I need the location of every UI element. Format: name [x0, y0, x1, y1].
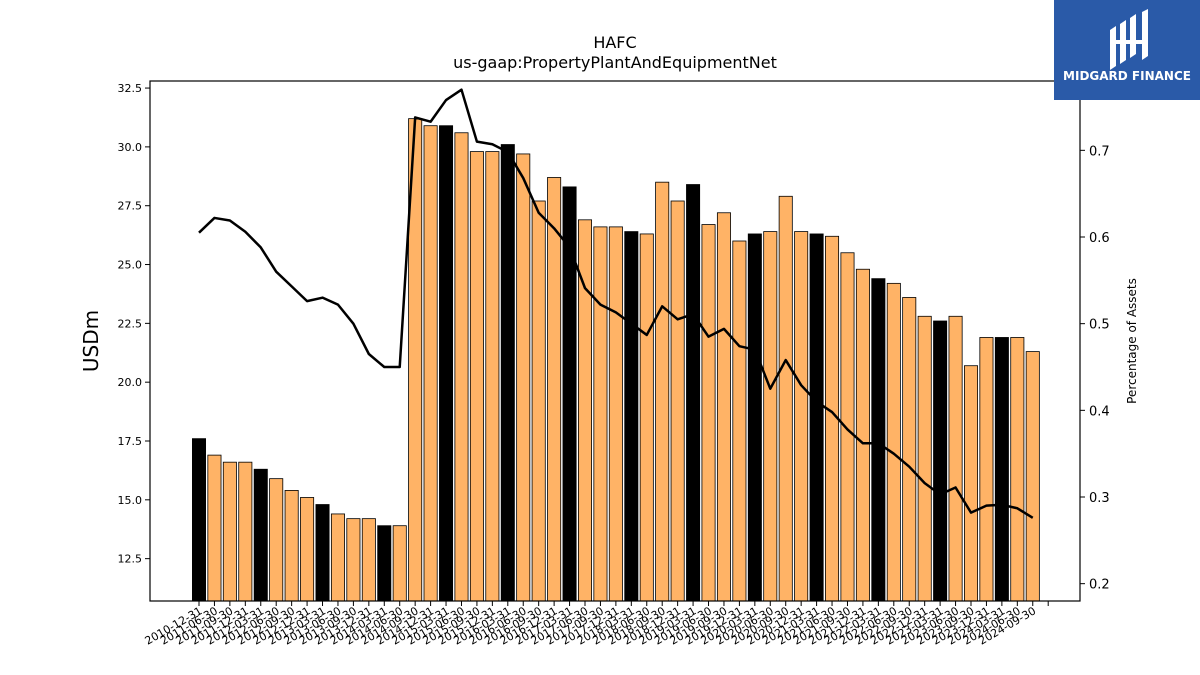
- y-axis-right: 0.2 0.3 0.4 0.5 0.6 0.7: [1080, 144, 1110, 593]
- y2-tick-label: 0.6: [1089, 231, 1110, 246]
- bar-2011-09-30: [238, 461, 253, 602]
- bar-2013-03-31: [330, 513, 345, 602]
- bar-2022-09-30: [917, 315, 932, 602]
- y-tick-label: 25.0: [118, 259, 143, 272]
- logo-text: MIDGARD FINANCE: [1063, 69, 1191, 83]
- bar-2020-03-31: [763, 231, 778, 602]
- bar-2021-06-30: [840, 252, 855, 602]
- bar-2014-12-31: [439, 125, 454, 602]
- bar-2012-06-30: [284, 490, 299, 602]
- bar-2019-09-30: [732, 240, 747, 602]
- bar-2023-06-30: [964, 365, 979, 602]
- bar-2023-03-31: [948, 315, 963, 602]
- y-tick-label: 20.0: [118, 376, 143, 389]
- y2-tick-label: 0.5: [1089, 318, 1110, 333]
- y2-tick-label: 0.3: [1089, 491, 1110, 506]
- y2-axis-label: Percentage of Assets: [1125, 278, 1139, 404]
- bar-2014-09-30: [423, 125, 438, 602]
- bar-2011-06-30: [222, 461, 237, 602]
- x-axis: 2010-12-312011-06-302011-09-302011-12-31…: [143, 601, 1049, 648]
- bar-2016-06-30: [531, 200, 546, 602]
- chart-title: HAFC: [593, 33, 636, 52]
- bar-2012-12-31: [315, 504, 330, 602]
- y-tick-label: 22.5: [118, 317, 143, 330]
- bar-2018-12-31: [686, 184, 701, 602]
- y2-tick-label: 0.4: [1089, 404, 1110, 419]
- plot-frame: [149, 80, 1081, 602]
- bar-2021-12-31: [871, 278, 886, 602]
- y2-tick-label: 0.2: [1089, 578, 1110, 593]
- bar-2020-12-31: [809, 233, 824, 602]
- bar-2010-12-31: [191, 438, 206, 602]
- bar-2017-06-30: [593, 226, 608, 602]
- bar-2023-12-31: [994, 337, 1009, 602]
- bar-2015-06-30: [469, 151, 484, 602]
- bar-2016-09-30: [547, 177, 562, 602]
- chart-subtitle: us-gaap:PropertyPlantAndEquipmentNet: [453, 53, 777, 72]
- y-tick-label: 32.5: [118, 82, 143, 95]
- bar-2019-03-31: [701, 224, 716, 602]
- bar-2018-06-30: [655, 181, 670, 602]
- bar-2021-09-30: [855, 268, 870, 602]
- bar-2014-03-31: [392, 525, 407, 602]
- bar-series: [191, 118, 1040, 602]
- bar-2015-12-31: [500, 144, 515, 602]
- bar-2012-03-31: [269, 478, 284, 602]
- bar-2024-06-30: [1025, 351, 1040, 602]
- bar-2015-09-30: [485, 151, 500, 602]
- bar-2022-12-31: [933, 320, 948, 602]
- bar-2017-09-30: [608, 226, 623, 602]
- logo-mark-icon: [1110, 9, 1148, 70]
- bar-2011-03-31: [207, 454, 222, 602]
- bar-2020-06-30: [778, 195, 793, 602]
- bar-2022-06-30: [902, 297, 917, 602]
- bar-2022-03-31: [886, 282, 901, 602]
- bar-2017-12-31: [624, 231, 639, 602]
- logo-background: [1054, 0, 1200, 100]
- midgard-finance-logo: MIDGARD FINANCE: [1054, 0, 1200, 100]
- y-axis-label: USDm: [79, 310, 103, 372]
- line-series: [198, 88, 1034, 519]
- bar-2018-09-30: [670, 200, 685, 602]
- bar-2013-09-30: [361, 518, 376, 602]
- y-tick-label: 17.5: [118, 435, 143, 448]
- y-tick-label: 15.0: [118, 494, 143, 507]
- bar-2018-03-31: [639, 233, 654, 602]
- bar-2015-03-31: [454, 132, 469, 602]
- y2-tick-label: 0.7: [1089, 144, 1110, 159]
- bar-2011-12-31: [253, 468, 268, 602]
- bar-2019-12-31: [747, 233, 762, 602]
- bar-2020-09-30: [794, 231, 809, 602]
- bar-2012-09-30: [300, 497, 315, 602]
- y-tick-label: 27.5: [118, 200, 143, 213]
- bar-2013-06-30: [346, 518, 361, 602]
- bar-2019-06-30: [716, 212, 731, 602]
- y-tick-label: 30.0: [118, 141, 143, 154]
- bar-2024-03-31: [1010, 337, 1025, 602]
- bar-2016-03-31: [516, 153, 531, 602]
- bar-2023-09-30: [979, 337, 994, 602]
- y-tick-label: 12.5: [118, 553, 143, 566]
- bar-2013-12-31: [377, 525, 392, 602]
- y-axis-left: 12.5 15.0 17.5 20.0 22.5 25.0 27.5 30.0 32.5: [118, 82, 150, 566]
- percentage-of-assets-line: [198, 88, 1034, 519]
